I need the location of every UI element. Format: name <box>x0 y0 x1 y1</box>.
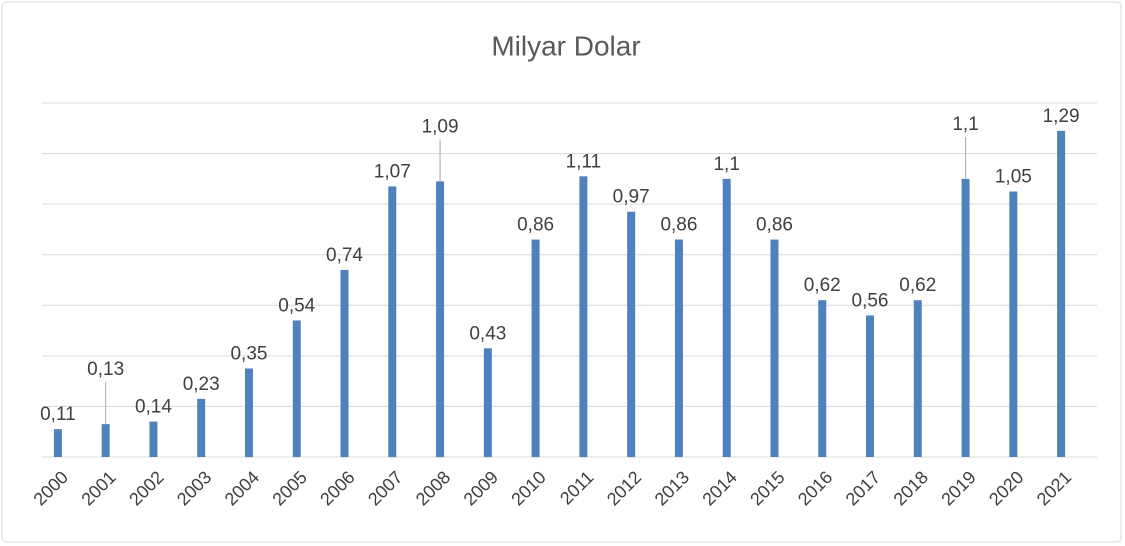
data-label: 1,1 <box>713 154 739 175</box>
data-label: 0,54 <box>278 295 315 316</box>
bar <box>961 178 970 457</box>
data-label: 0,62 <box>804 275 841 296</box>
bar <box>340 269 349 457</box>
data-label: 0,62 <box>899 275 936 296</box>
data-label: 1,11 <box>566 151 602 172</box>
data-label: 0,56 <box>852 290 889 311</box>
bar <box>770 239 779 457</box>
chart-title: Milyar Dolar <box>491 30 640 61</box>
data-label: 0,86 <box>517 215 554 236</box>
bar <box>483 348 492 457</box>
data-label: 1,09 <box>422 116 459 137</box>
data-label: 1,05 <box>995 167 1032 188</box>
bar <box>866 315 875 457</box>
bar <box>197 398 206 457</box>
data-label: 0,23 <box>183 374 220 395</box>
data-label: 0,35 <box>230 344 267 365</box>
data-label: 1,29 <box>1043 106 1080 127</box>
data-label: 0,74 <box>326 245 363 266</box>
data-label: 0,86 <box>756 215 793 236</box>
bar <box>818 300 827 457</box>
bar <box>722 178 731 457</box>
bar <box>149 421 158 457</box>
bar <box>1057 130 1066 458</box>
bar <box>531 239 540 457</box>
bar <box>913 300 922 457</box>
bar <box>579 176 588 458</box>
bar <box>627 211 636 457</box>
data-label: 0,86 <box>660 215 697 236</box>
bar <box>1009 191 1018 457</box>
bar <box>388 186 397 457</box>
bar <box>674 239 683 457</box>
data-label: 0,14 <box>135 397 172 418</box>
bar <box>244 368 253 457</box>
bar <box>436 181 445 457</box>
bar <box>292 320 301 457</box>
data-label: 0,97 <box>613 187 650 208</box>
data-label: 0,11 <box>40 404 76 425</box>
data-label: 0,13 <box>87 359 124 380</box>
bar <box>101 424 110 457</box>
bar <box>53 429 62 457</box>
data-label: 1,1 <box>952 114 978 135</box>
data-label: 0,43 <box>469 323 506 344</box>
data-label: 1,07 <box>374 161 411 182</box>
